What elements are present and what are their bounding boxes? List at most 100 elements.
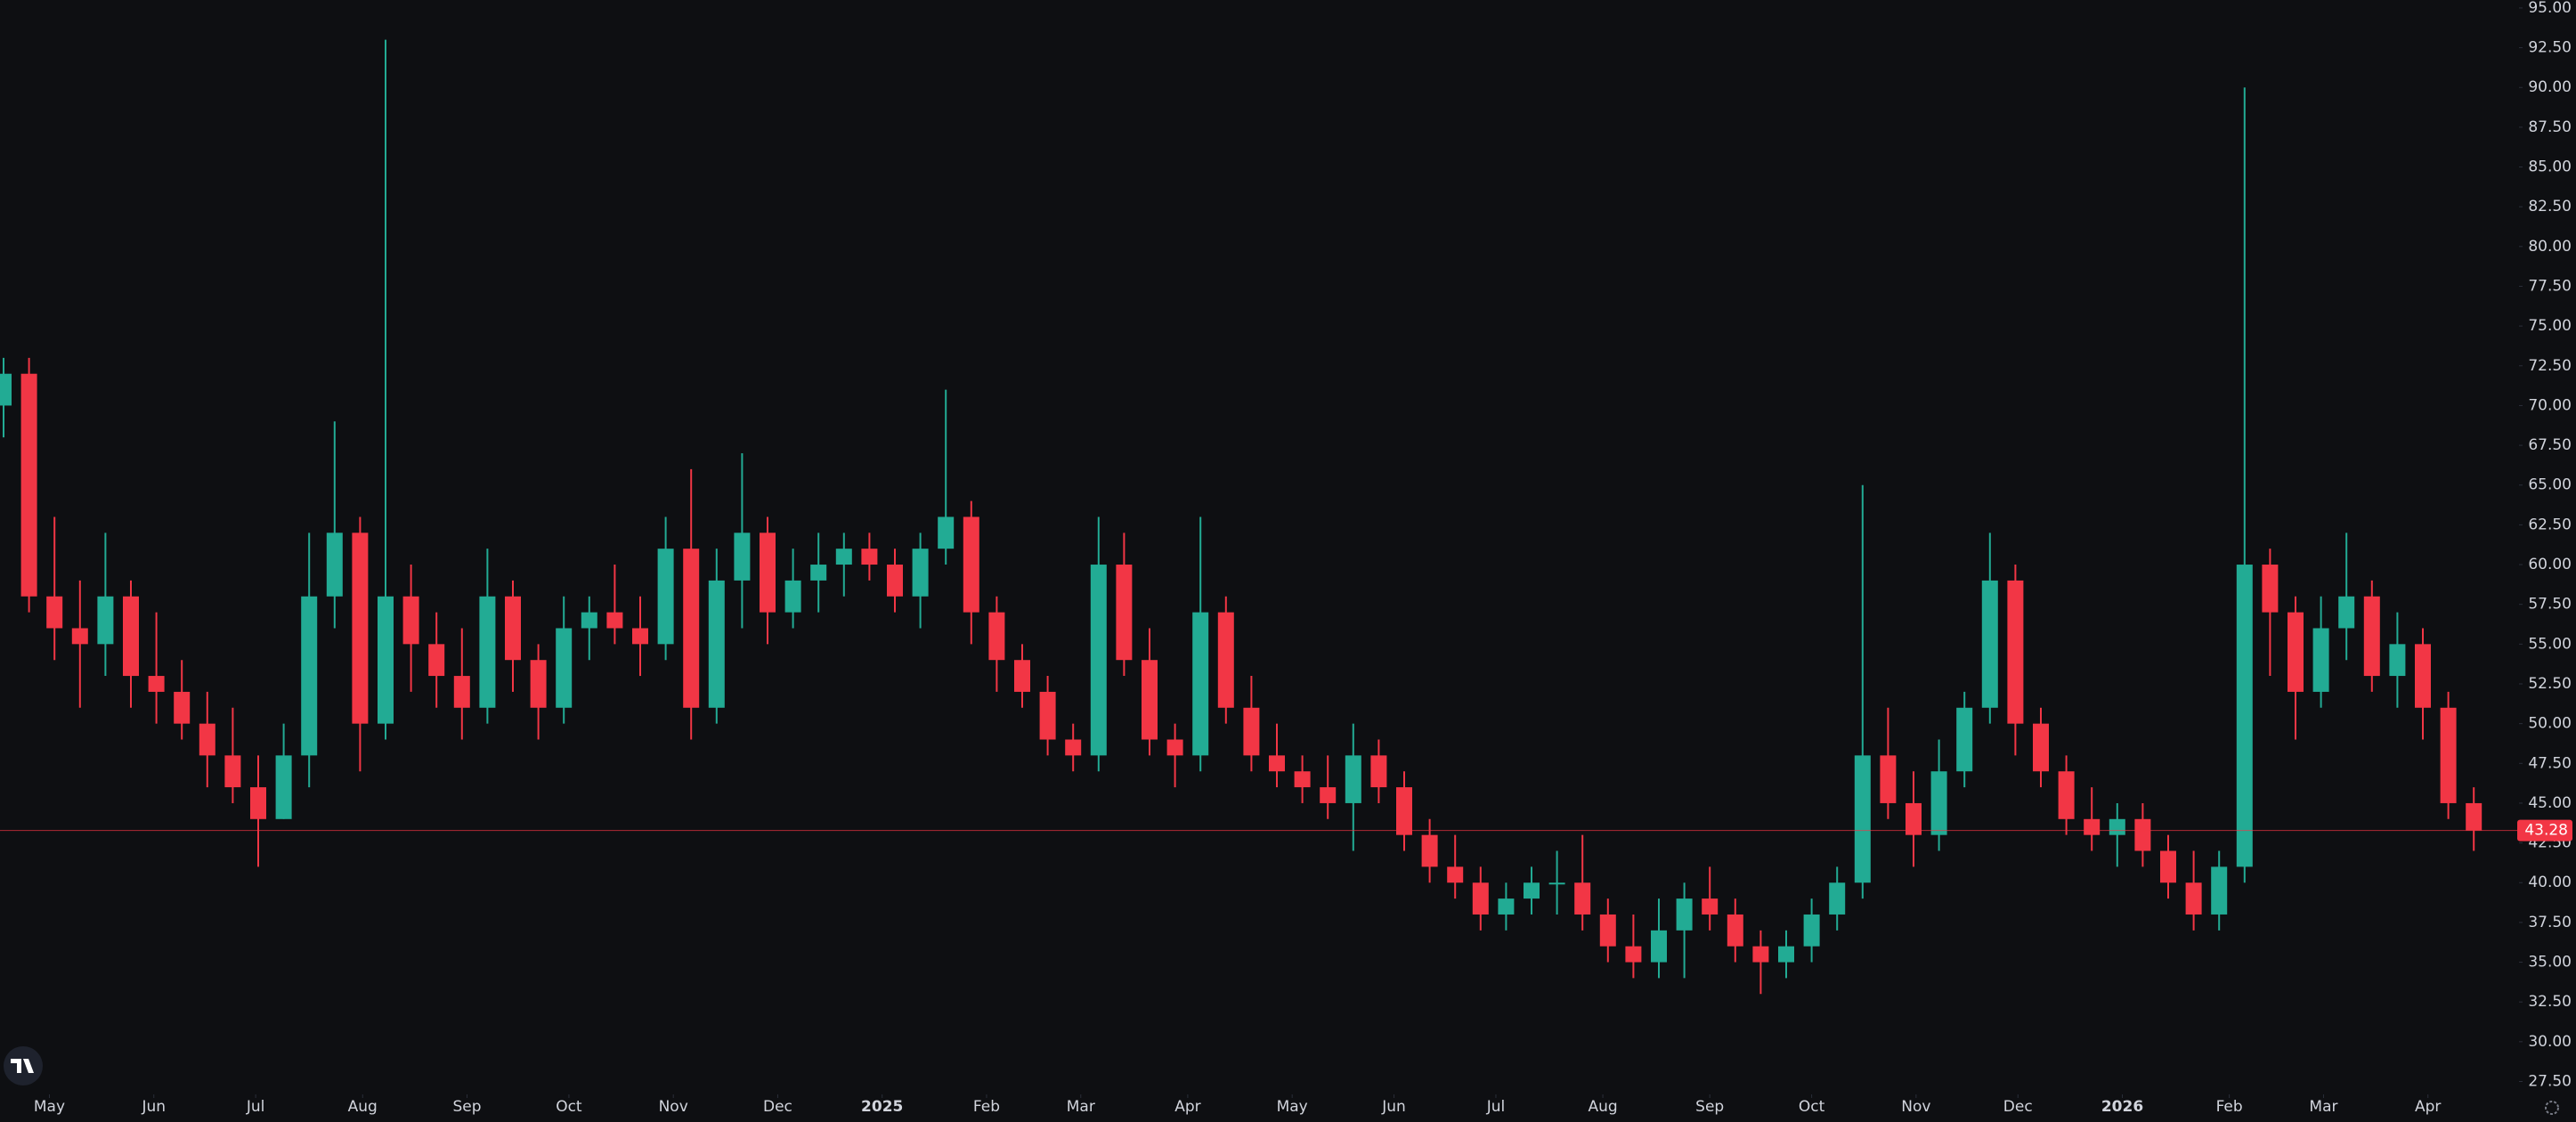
x-tick-label: Aug	[1588, 1098, 1617, 1116]
settings-icon[interactable]	[2545, 1101, 2559, 1115]
y-tick-label: 90.00	[2528, 78, 2572, 96]
x-tick-label: Mar	[1067, 1098, 1095, 1116]
candle-body	[784, 580, 801, 613]
x-tick-label: Feb	[2216, 1098, 2243, 1116]
y-tick-label: 80.00	[2528, 238, 2572, 256]
candle-body	[606, 612, 623, 629]
candle-body	[1498, 898, 1515, 915]
candle-body	[2007, 580, 2024, 724]
candle-body	[2084, 818, 2101, 835]
candle-body	[505, 596, 521, 661]
y-tick-label: 57.50	[2528, 596, 2572, 614]
y-tick-label: 32.50	[2528, 993, 2572, 1011]
candle-body	[887, 565, 903, 597]
candle-body	[1981, 580, 1998, 708]
y-tick-label: 52.50	[2528, 675, 2572, 693]
y-tick-label: 92.50	[2528, 39, 2572, 57]
candle-body	[1192, 612, 1209, 756]
y-tick-label: 77.50	[2528, 277, 2572, 295]
candle-body	[683, 549, 700, 708]
logo-circle[interactable]	[4, 1046, 43, 1085]
candle-body	[326, 533, 343, 597]
candle-body	[2058, 771, 2075, 819]
y-tick-label: 27.50	[2528, 1072, 2572, 1090]
candle-body	[2109, 818, 2125, 835]
candle-body	[1625, 946, 1642, 963]
x-tick-label: Mar	[2309, 1098, 2337, 1116]
x-tick-label: Jul	[1486, 1098, 1506, 1116]
candle-body	[1803, 914, 1820, 947]
y-tick-label: 47.50	[2528, 754, 2572, 772]
candle-body	[1217, 612, 1234, 708]
candle-body	[835, 549, 852, 565]
candle-body	[1702, 898, 1719, 915]
candle-body	[275, 755, 292, 819]
candle-body	[1956, 707, 1973, 772]
candle-body	[1166, 739, 1183, 756]
x-tick-label: May	[1277, 1098, 1308, 1116]
y-tick-label: 45.00	[2528, 794, 2572, 812]
x-tick-label: Aug	[348, 1098, 378, 1116]
tv-logo[interactable]	[4, 1046, 43, 1085]
candle-body	[556, 628, 573, 708]
y-tick-label: 67.50	[2528, 436, 2572, 454]
candle-body	[20, 373, 37, 597]
x-tick-label: Dec	[763, 1098, 792, 1116]
candle-body	[2312, 628, 2329, 692]
candle-body	[1676, 898, 1693, 931]
candle-body	[2288, 612, 2304, 692]
candle-body	[352, 533, 369, 724]
candle-body	[46, 596, 63, 629]
candle-body	[479, 596, 496, 708]
y-tick-label: 72.50	[2528, 357, 2572, 375]
candle-body	[1447, 866, 1464, 883]
candle-body	[963, 516, 979, 613]
candle-body	[1142, 660, 1158, 740]
x-tick-label: Sep	[1695, 1098, 1724, 1116]
x-tick-label: Dec	[2003, 1098, 2033, 1116]
candle-body	[2160, 850, 2176, 883]
last-price-box	[2517, 819, 2572, 842]
candle-body	[2440, 707, 2457, 803]
candle-body	[97, 596, 114, 645]
y-tick-label: 95.00	[2528, 0, 2572, 17]
candle-body	[1524, 882, 1540, 899]
candle-body	[402, 596, 419, 645]
candle-body	[123, 596, 139, 677]
candle-body	[1778, 946, 1794, 963]
candle-body	[632, 628, 648, 645]
candle-body	[1039, 691, 1056, 740]
candle-body	[1243, 707, 1260, 756]
candle-body	[2466, 802, 2483, 831]
candle-body	[148, 676, 165, 692]
candle-body	[2033, 723, 2049, 772]
candle-body	[1472, 882, 1489, 915]
candle-body	[810, 565, 827, 581]
candle-body	[1906, 802, 1922, 835]
candle-body	[1014, 660, 1030, 692]
x-tick-label: 2026	[2101, 1098, 2143, 1116]
x-tick-label: 2025	[861, 1098, 903, 1116]
x-tick-label: Jun	[141, 1098, 166, 1116]
x-tick-label: Feb	[973, 1098, 1000, 1116]
candle-body	[1269, 755, 1285, 772]
x-tick-label: Apr	[1174, 1098, 1200, 1116]
logo-mark[interactable]	[11, 1059, 34, 1073]
candle-body	[71, 628, 88, 645]
candle-body	[1345, 755, 1361, 803]
candle-body	[378, 596, 394, 724]
y-tick-label: 35.00	[2528, 954, 2572, 972]
candle-body	[1370, 755, 1387, 788]
candles	[0, 39, 2483, 995]
y-tick-label: 55.00	[2528, 635, 2572, 653]
candle-body	[708, 580, 725, 708]
candle-body	[2363, 596, 2380, 677]
y-tick-label: 85.00	[2528, 159, 2572, 176]
y-tick-label: 30.00	[2528, 1033, 2572, 1051]
x-tick-label: Nov	[1901, 1098, 1930, 1116]
candle-body	[1727, 914, 1743, 947]
candle-body	[2211, 866, 2228, 915]
y-tick-label: 37.50	[2528, 914, 2572, 931]
